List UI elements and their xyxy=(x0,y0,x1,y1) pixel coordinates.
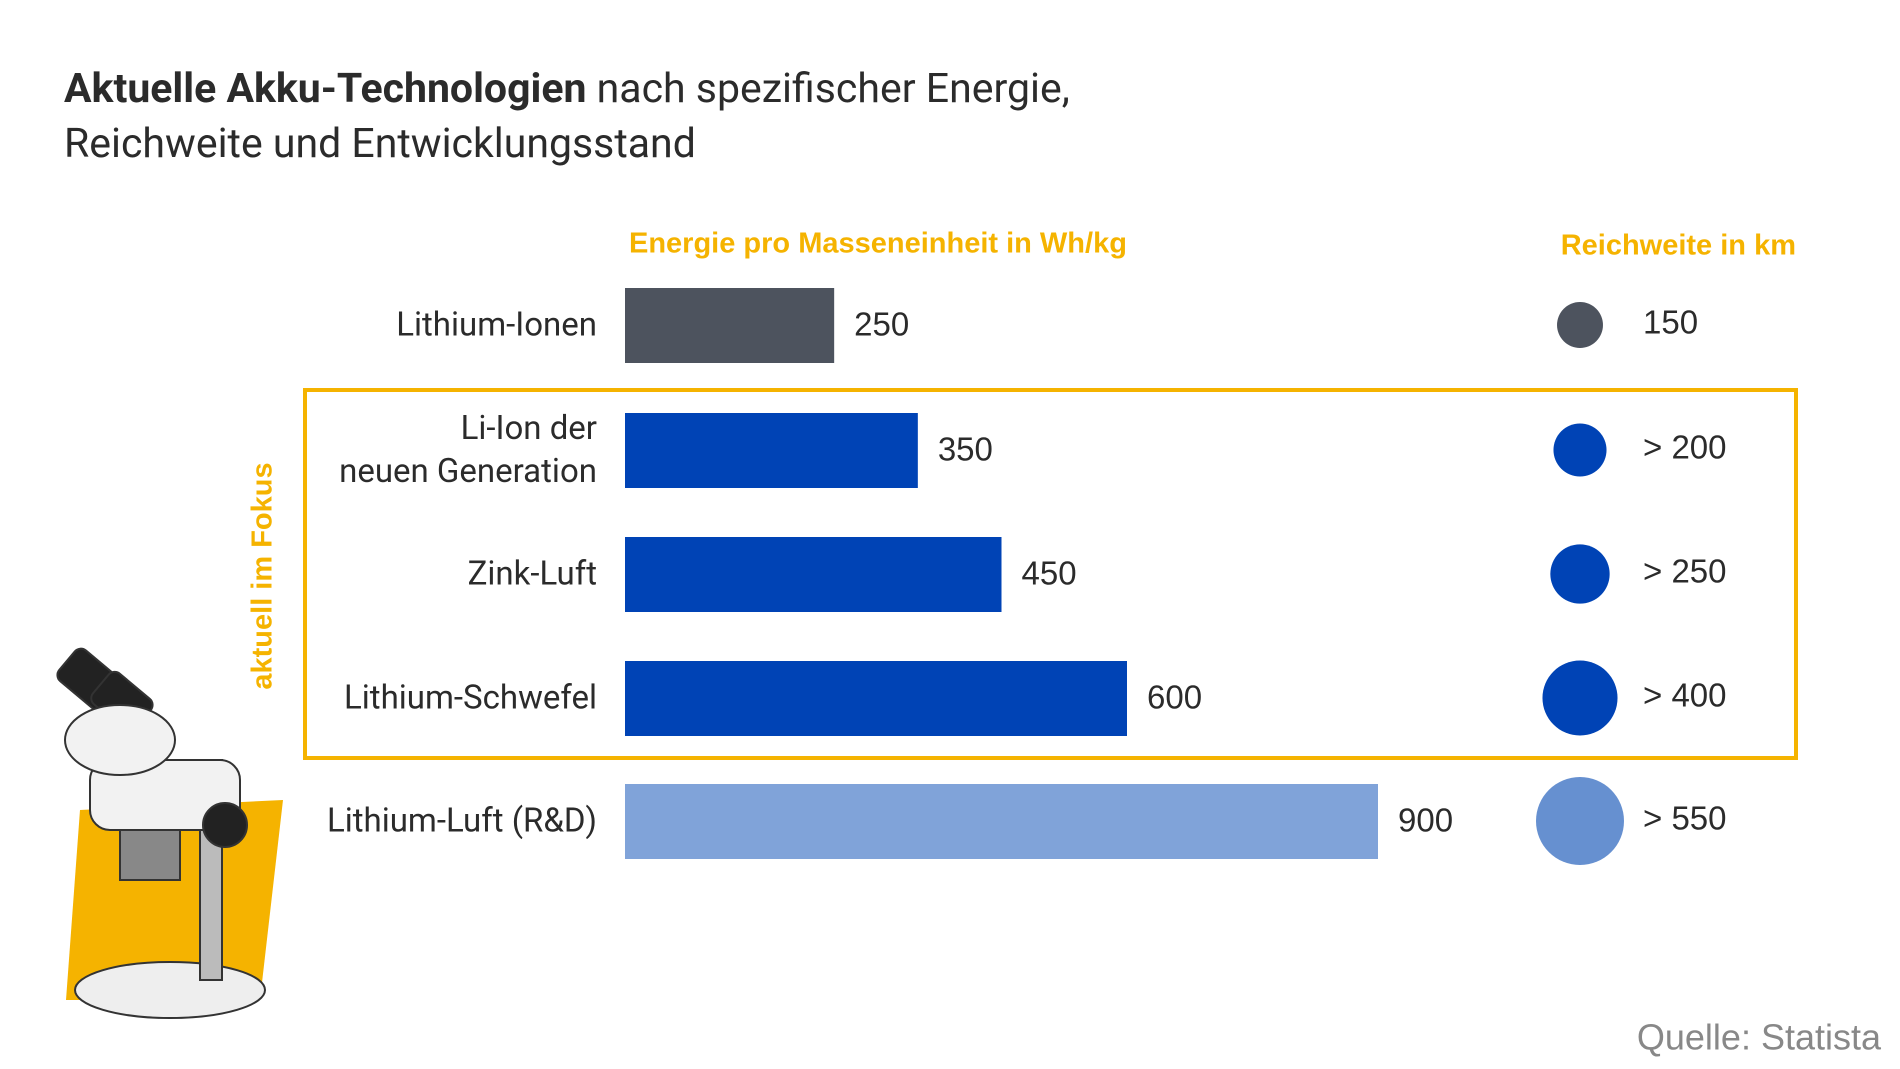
bubble-label: > 550 xyxy=(1643,800,1727,837)
bubble xyxy=(1550,544,1610,604)
value-label: 450 xyxy=(1022,555,1077,592)
value-label: 250 xyxy=(854,306,909,343)
bar xyxy=(625,413,918,488)
value-label: 600 xyxy=(1147,679,1202,716)
focus-box xyxy=(303,388,1798,760)
bubble-label: > 200 xyxy=(1643,429,1727,466)
category-label: Lithium-Luft (R&D) xyxy=(326,801,597,841)
source: Quelle: Statista xyxy=(1637,1017,1882,1058)
category-label: Lithium-Schwefel xyxy=(344,678,597,718)
value-label: 900 xyxy=(1398,802,1453,839)
bubble xyxy=(1542,660,1618,736)
bar xyxy=(625,537,1002,612)
microscope-illustration xyxy=(56,647,266,1019)
bubble-header: Reichweite in km xyxy=(1561,230,1796,262)
bar xyxy=(625,661,1127,736)
bar xyxy=(625,288,835,363)
bubble xyxy=(1553,423,1607,477)
bubble xyxy=(1536,777,1624,865)
focus-label: aktuell im Fokus xyxy=(247,462,279,689)
value-label: 350 xyxy=(938,431,993,468)
category-label: Lithium-Ionen xyxy=(396,305,597,345)
category-label: Li-Ion der neuen Generation xyxy=(339,409,597,491)
title: Aktuelle Akku-Technologien nach spezifis… xyxy=(64,62,1070,172)
value-header: Energie pro Masseneinheit in Wh/kg xyxy=(629,228,1127,260)
title-bold: Aktuelle Akku-Technologien xyxy=(64,65,587,113)
bar xyxy=(625,784,1378,859)
bubble-label: 150 xyxy=(1643,304,1698,341)
category-label: Zink-Luft xyxy=(467,554,597,594)
bubble-label: > 250 xyxy=(1643,553,1727,590)
title-rest: nach spezifischer Energie, Reichweite un… xyxy=(64,65,1070,168)
bubble-label: > 400 xyxy=(1643,677,1727,714)
bubble xyxy=(1557,302,1603,348)
